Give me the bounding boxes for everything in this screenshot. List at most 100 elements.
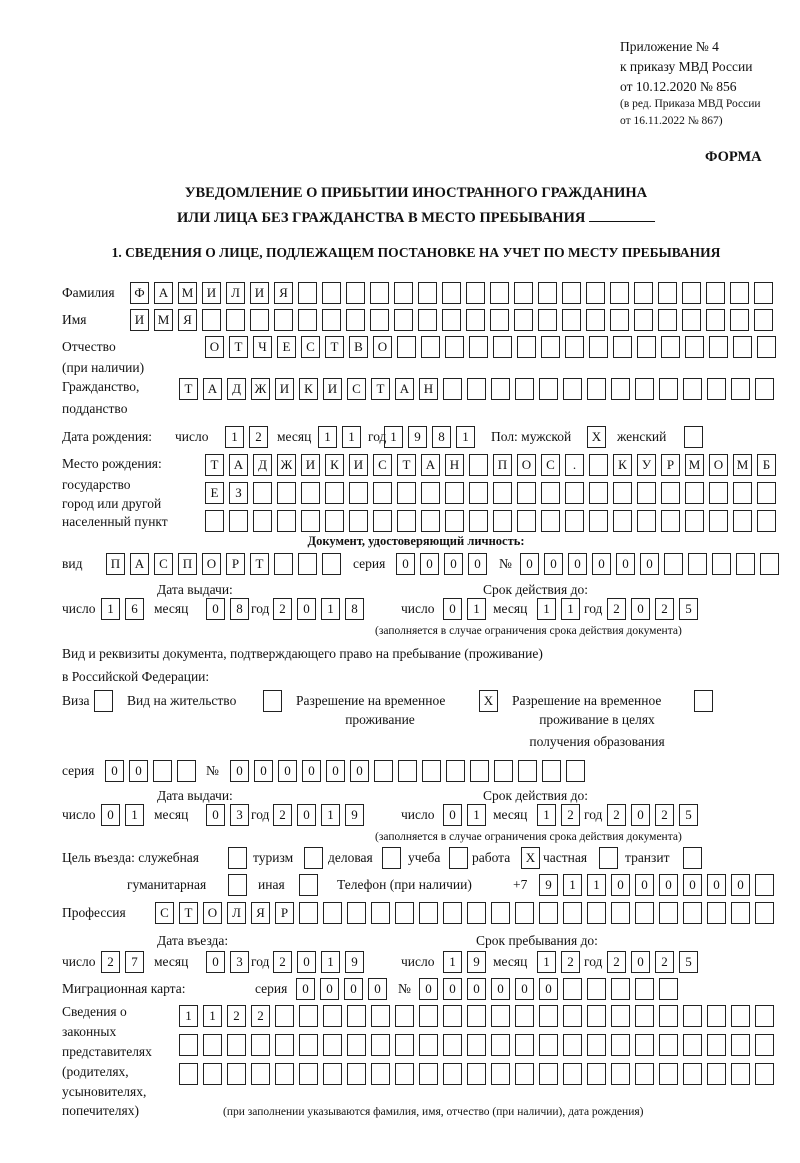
- char-box[interactable]: 9: [345, 951, 364, 973]
- char-box[interactable]: 2: [655, 598, 674, 620]
- char-box[interactable]: [587, 1063, 606, 1085]
- char-box[interactable]: [443, 1034, 462, 1056]
- char-box[interactable]: [466, 309, 485, 331]
- char-box[interactable]: 9: [467, 951, 486, 973]
- char-box[interactable]: [610, 309, 629, 331]
- char-box[interactable]: О: [373, 336, 392, 358]
- purpose-study-checkbox[interactable]: [449, 847, 468, 869]
- char-box[interactable]: [418, 282, 437, 304]
- char-box[interactable]: [755, 1034, 774, 1056]
- char-box[interactable]: [323, 902, 342, 924]
- char-box[interactable]: Д: [227, 378, 246, 400]
- char-box[interactable]: [469, 454, 488, 476]
- char-box[interactable]: [494, 760, 513, 782]
- char-box[interactable]: К: [613, 454, 632, 476]
- char-box[interactable]: 0: [491, 978, 510, 1000]
- trp-checkbox[interactable]: X: [479, 690, 498, 712]
- char-box[interactable]: 1: [561, 598, 580, 620]
- char-box[interactable]: [298, 553, 317, 575]
- char-box[interactable]: [298, 309, 317, 331]
- char-box[interactable]: Ж: [251, 378, 270, 400]
- char-box[interactable]: 1: [225, 426, 244, 448]
- char-box[interactable]: 0: [731, 874, 750, 896]
- char-box[interactable]: [205, 510, 224, 532]
- char-box[interactable]: 0: [467, 978, 486, 1000]
- char-box[interactable]: [538, 309, 557, 331]
- char-box[interactable]: [325, 510, 344, 532]
- char-box[interactable]: [731, 1063, 750, 1085]
- char-box[interactable]: У: [637, 454, 656, 476]
- char-box[interactable]: [419, 902, 438, 924]
- residence-permit-checkbox[interactable]: [263, 690, 282, 712]
- char-box[interactable]: [563, 1034, 582, 1056]
- char-box[interactable]: 0: [419, 978, 438, 1000]
- char-box[interactable]: [566, 760, 585, 782]
- char-box[interactable]: X: [521, 847, 540, 869]
- char-box[interactable]: 5: [679, 951, 698, 973]
- char-box[interactable]: [347, 902, 366, 924]
- char-box[interactable]: [251, 1063, 270, 1085]
- purpose-private-checkbox[interactable]: [599, 847, 618, 869]
- char-box[interactable]: [445, 336, 464, 358]
- char-box[interactable]: Т: [397, 454, 416, 476]
- char-box[interactable]: [659, 1063, 678, 1085]
- char-box[interactable]: 0: [631, 951, 650, 973]
- char-box[interactable]: [682, 309, 701, 331]
- char-box[interactable]: [731, 378, 750, 400]
- char-box[interactable]: [637, 336, 656, 358]
- char-box[interactable]: 0: [302, 760, 321, 782]
- char-box[interactable]: [323, 1063, 342, 1085]
- char-box[interactable]: [397, 336, 416, 358]
- char-box[interactable]: [467, 1005, 486, 1027]
- char-box[interactable]: [442, 309, 461, 331]
- char-box[interactable]: [397, 510, 416, 532]
- char-box[interactable]: 1: [101, 598, 120, 620]
- purpose-business-checkbox[interactable]: [382, 847, 401, 869]
- char-box[interactable]: 1: [467, 598, 486, 620]
- char-box[interactable]: 5: [679, 804, 698, 826]
- char-box[interactable]: [694, 690, 713, 712]
- char-box[interactable]: [490, 309, 509, 331]
- char-box[interactable]: [754, 309, 773, 331]
- char-box[interactable]: 0: [707, 874, 726, 896]
- char-box[interactable]: [322, 282, 341, 304]
- char-box[interactable]: 1: [587, 874, 606, 896]
- char-box[interactable]: [421, 510, 440, 532]
- char-box[interactable]: П: [106, 553, 125, 575]
- char-box[interactable]: Т: [250, 553, 269, 575]
- char-box[interactable]: [755, 1063, 774, 1085]
- char-box[interactable]: [467, 378, 486, 400]
- char-box[interactable]: 2: [607, 951, 626, 973]
- char-box[interactable]: [562, 309, 581, 331]
- char-box[interactable]: 0: [631, 804, 650, 826]
- char-box[interactable]: [299, 902, 318, 924]
- char-box[interactable]: [466, 282, 485, 304]
- char-box[interactable]: [443, 378, 462, 400]
- char-box[interactable]: [635, 902, 654, 924]
- char-box[interactable]: 1: [563, 874, 582, 896]
- char-box[interactable]: [587, 978, 606, 1000]
- char-box[interactable]: [688, 553, 707, 575]
- char-box[interactable]: М: [154, 309, 173, 331]
- char-box[interactable]: Т: [179, 378, 198, 400]
- char-box[interactable]: [274, 553, 293, 575]
- sex-female-checkbox[interactable]: [684, 426, 703, 448]
- char-box[interactable]: 2: [249, 426, 268, 448]
- char-box[interactable]: 0: [592, 553, 611, 575]
- char-box[interactable]: [707, 902, 726, 924]
- char-box[interactable]: [637, 510, 656, 532]
- char-box[interactable]: 0: [230, 760, 249, 782]
- char-box[interactable]: 0: [443, 598, 462, 620]
- char-box[interactable]: [467, 1034, 486, 1056]
- char-box[interactable]: [587, 902, 606, 924]
- char-box[interactable]: 0: [444, 553, 463, 575]
- char-box[interactable]: [712, 553, 731, 575]
- purpose-work-checkbox[interactable]: X: [521, 847, 540, 869]
